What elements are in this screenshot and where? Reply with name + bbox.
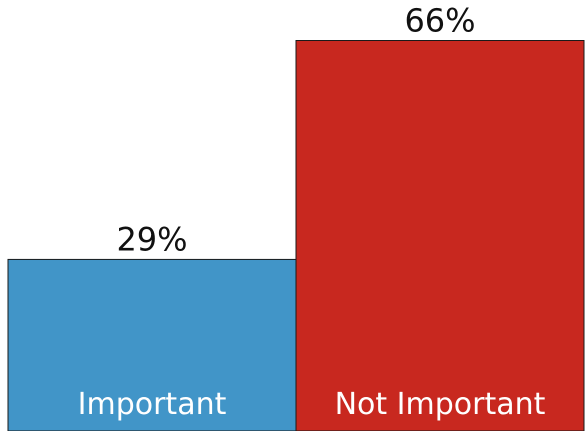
category-label-important: Important bbox=[78, 387, 227, 422]
value-label-not-important: 66% bbox=[404, 2, 475, 40]
value-label-important: 29% bbox=[116, 220, 187, 258]
category-label-not-important: Not Important bbox=[335, 387, 546, 422]
bar-important bbox=[7, 258, 297, 431]
bar-not-important bbox=[295, 40, 585, 431]
